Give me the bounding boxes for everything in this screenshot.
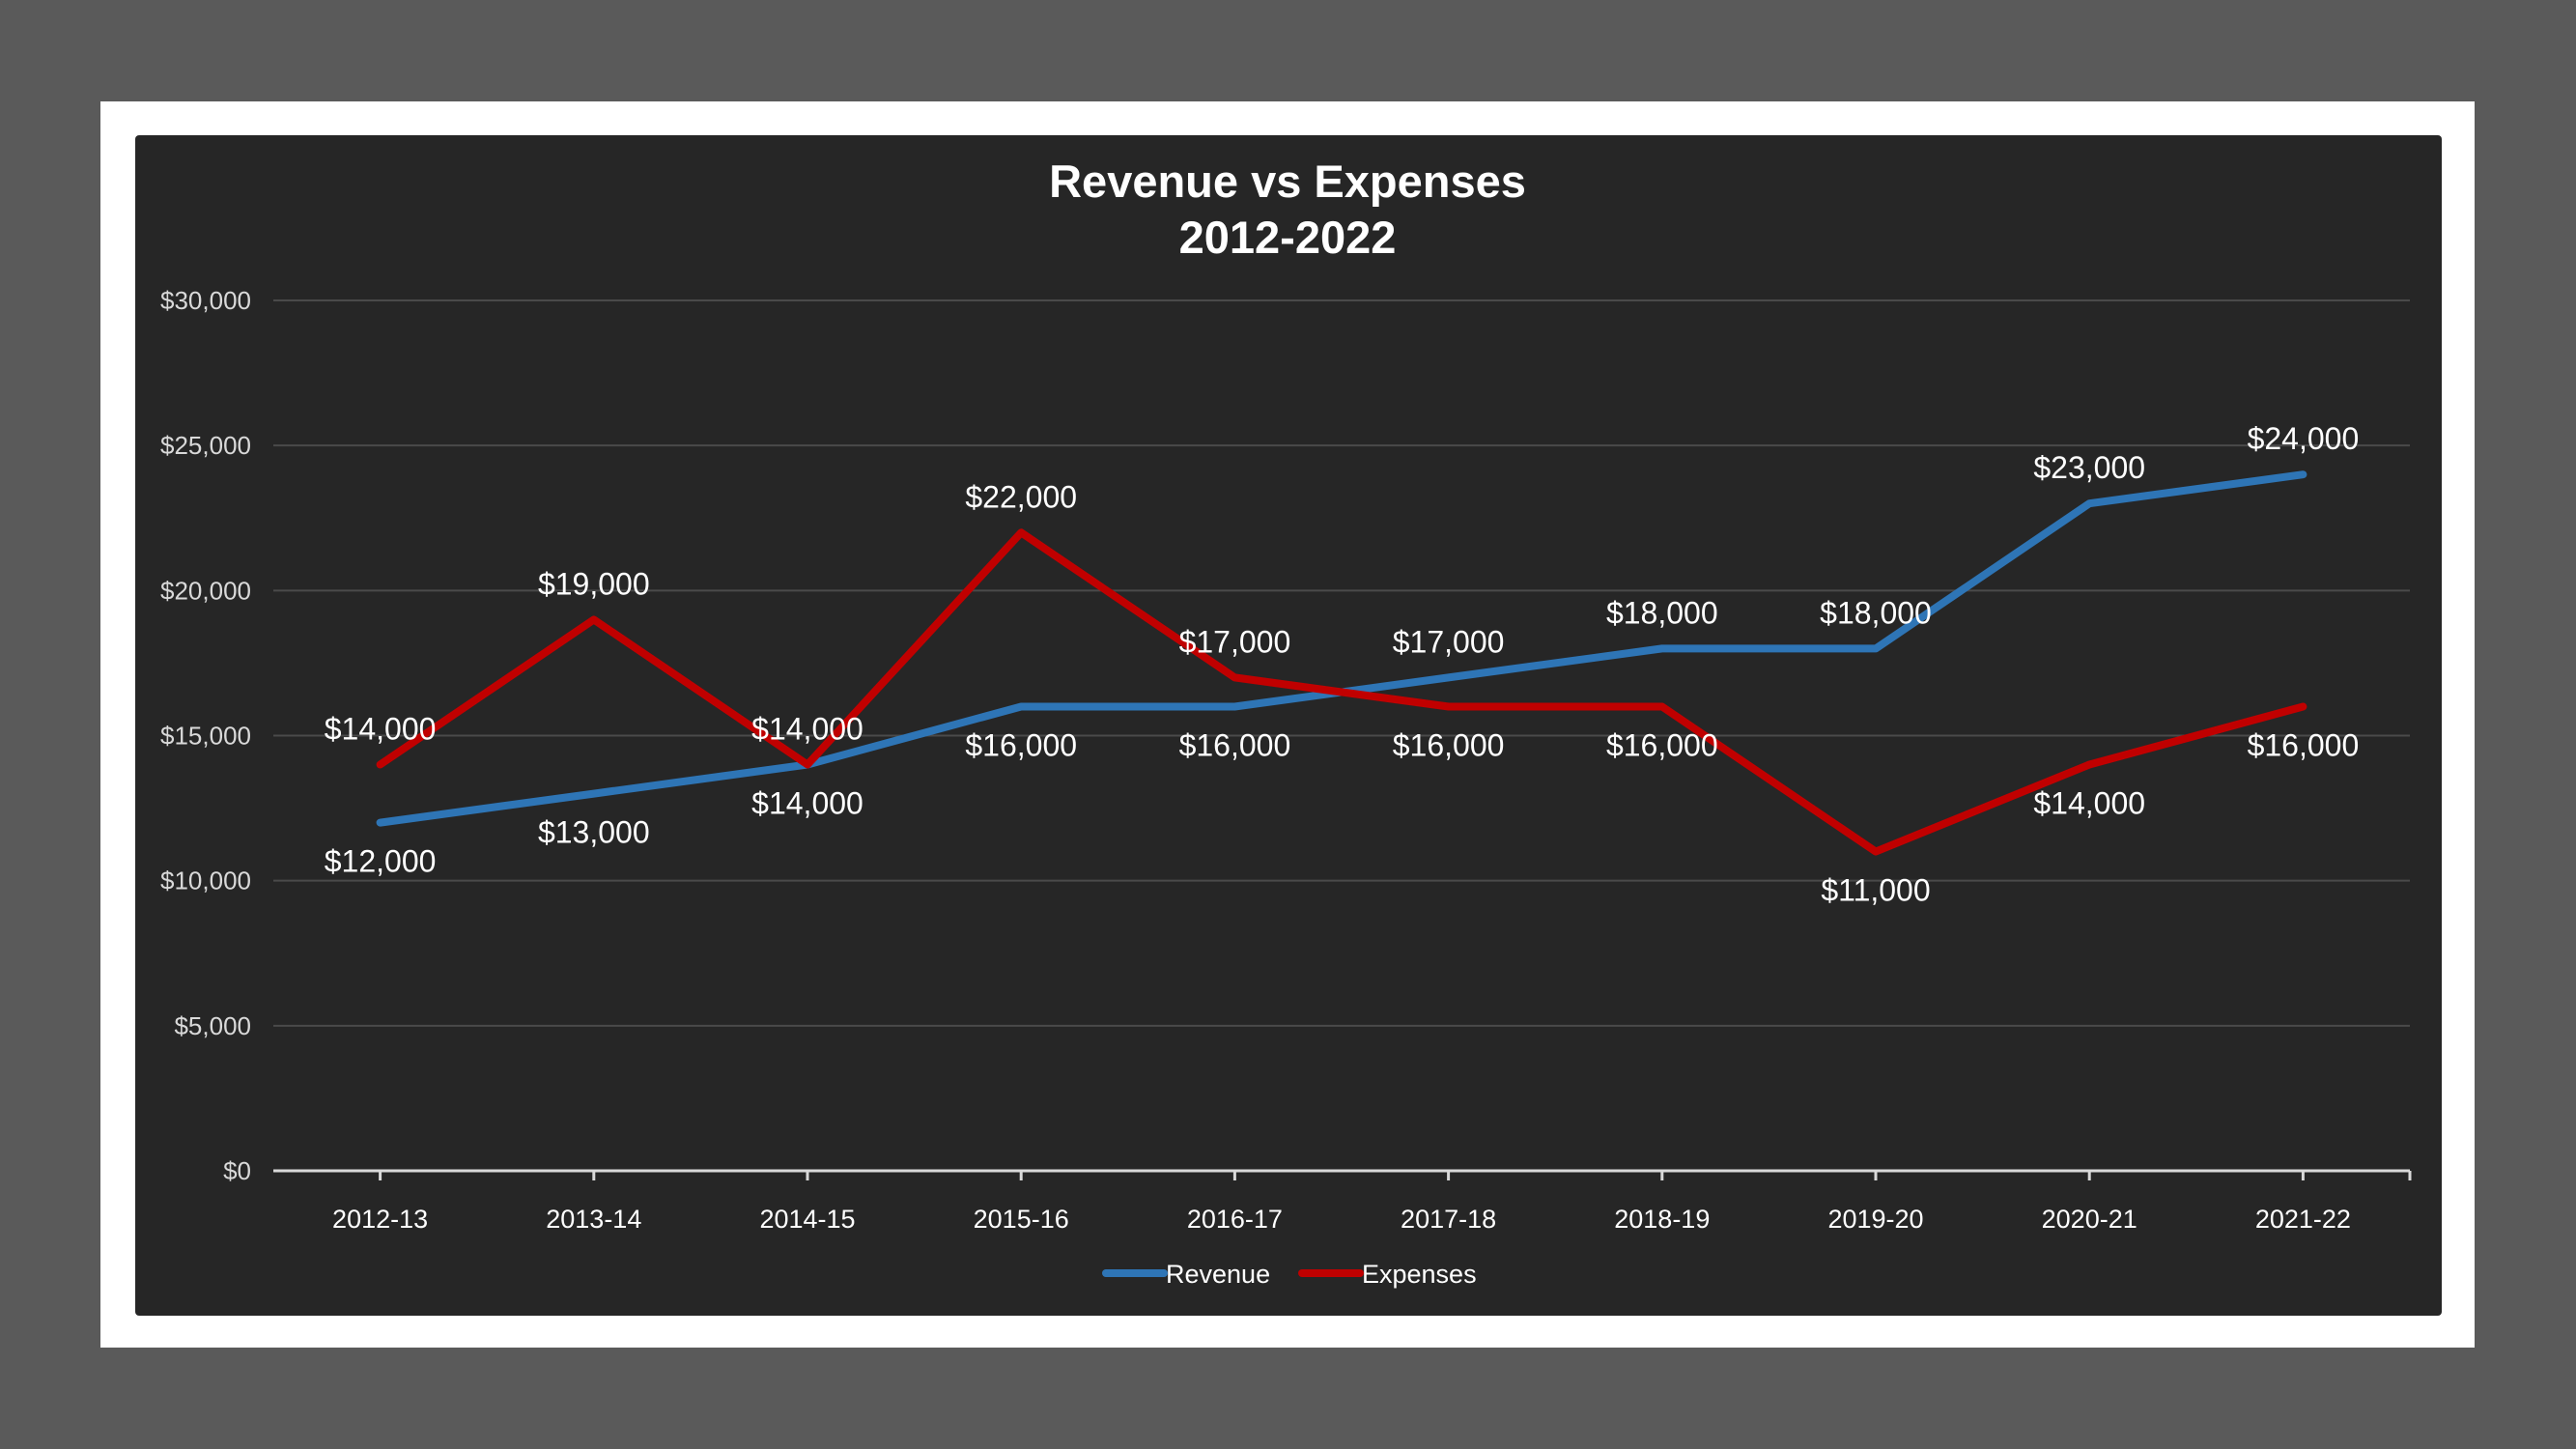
y-tick-label: $25,000: [160, 431, 251, 460]
x-tick-label: 2017-18: [1401, 1205, 1496, 1234]
x-tick-label: 2019-20: [1827, 1205, 1923, 1234]
y-tick-label: $0: [223, 1156, 251, 1185]
data-label-expenses: $19,000: [538, 566, 650, 601]
gridlines: [273, 299, 2410, 1027]
chart-title: Revenue vs Expenses 2012-2022: [1049, 156, 1526, 263]
data-label-expenses: $22,000: [965, 479, 1077, 514]
data-label-revenue: $12,000: [325, 844, 437, 879]
y-tick-label: $5,000: [174, 1011, 251, 1040]
x-tick-label: 2013-14: [546, 1205, 641, 1234]
legend-label-expenses: Expenses: [1362, 1260, 1477, 1289]
chart-title-line-2: 2012-2022: [1179, 212, 1397, 263]
data-label-revenue: $14,000: [751, 786, 863, 821]
x-tick-label: 2020-21: [2042, 1205, 2137, 1234]
y-tick-label: $10,000: [160, 867, 251, 895]
chart-title-line-1: Revenue vs Expenses: [1049, 156, 1526, 207]
data-label-revenue: $18,000: [1820, 595, 1932, 630]
data-label-expenses: $16,000: [2248, 727, 2360, 762]
data-label-expenses: $16,000: [1606, 727, 1718, 762]
data-label-revenue: $16,000: [965, 727, 1077, 762]
data-label-expenses: $17,000: [1179, 624, 1291, 659]
y-tick-label: $30,000: [160, 286, 251, 315]
data-label-expenses: $14,000: [2033, 786, 2145, 821]
data-label-revenue: $13,000: [538, 815, 650, 850]
x-tick-label: 2015-16: [974, 1205, 1069, 1234]
x-tick-label: 2014-15: [759, 1205, 855, 1234]
data-label-expenses: $16,000: [1393, 727, 1505, 762]
data-label-expenses: $14,000: [325, 712, 437, 747]
series-line-expenses: [376, 528, 2307, 856]
y-tick-label: $15,000: [160, 722, 251, 751]
data-labels: $12,000 $13,000 $14,000 $16,000 $16,000 $17,0…: [325, 421, 2359, 907]
y-tick-label: $20,000: [160, 576, 251, 605]
data-label-revenue: $16,000: [1179, 727, 1291, 762]
series-lines: [376, 470, 2307, 856]
x-tick-label: 2018-19: [1614, 1205, 1710, 1234]
x-tick-label: 2016-17: [1187, 1205, 1283, 1234]
x-tick-label: 2012-13: [332, 1205, 428, 1234]
data-label-revenue: $18,000: [1606, 595, 1718, 630]
data-label-revenue: $17,000: [1393, 624, 1505, 659]
axes: $0 $5,000 $10,000 $15,000 $20,000 $25,000 $30,…: [160, 286, 2412, 1234]
chart-area: [135, 135, 2442, 1316]
data-label-expenses: $14,000: [751, 712, 863, 747]
x-tick-label: 2021-22: [2255, 1205, 2351, 1234]
series-line-revenue: [376, 470, 2307, 827]
legend: Revenue Expenses: [1102, 1260, 1477, 1289]
data-label-revenue: $24,000: [2248, 421, 2360, 456]
legend-label-revenue: Revenue: [1166, 1260, 1270, 1289]
data-label-revenue: $23,000: [2033, 450, 2145, 485]
data-label-expenses: $11,000: [1821, 873, 1930, 908]
